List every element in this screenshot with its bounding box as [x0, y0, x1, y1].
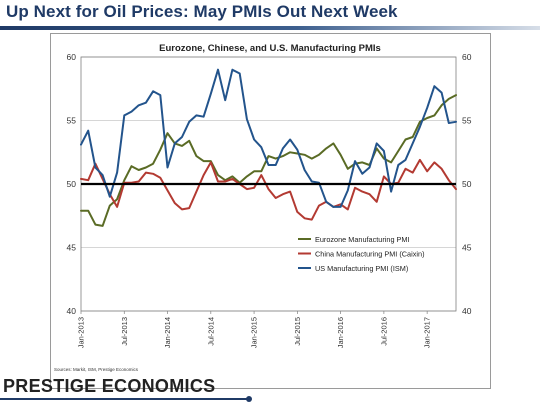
x-tick-label: Jul-2013 — [120, 317, 129, 346]
y2-tick-label: 60 — [462, 52, 472, 62]
legend-label: Eurozone Manufacturing PMI — [315, 235, 410, 244]
y2-tick-label: 55 — [462, 116, 472, 126]
y2-tick-label: 50 — [462, 179, 472, 189]
legend-label: US Manufacturing PMI (ISM) — [315, 264, 408, 273]
x-tick-label: Jan-2013 — [77, 317, 86, 348]
series-line — [80, 68, 457, 208]
pmi-chart-svg: Eurozone, Chinese, and U.S. Manufacturin… — [50, 33, 491, 389]
x-tick-label: Jan-2015 — [250, 317, 259, 348]
series-line — [80, 94, 457, 227]
x-tick-label: Jul-2014 — [206, 317, 215, 346]
brand-logo: PRESTIGE ECONOMICS — [3, 376, 216, 396]
legend-label: China Manufacturing PMI (Caixin) — [315, 250, 425, 259]
brand-underline — [0, 398, 250, 400]
y-tick-label: 45 — [67, 243, 77, 253]
pmi-chart: Eurozone, Chinese, and U.S. Manufacturin… — [50, 33, 491, 389]
x-tick-label: Jan-2017 — [423, 317, 432, 348]
y2-tick-label: 45 — [462, 243, 472, 253]
title-divider — [0, 26, 540, 30]
legend: Eurozone Manufacturing PMI China Manufact… — [298, 235, 425, 273]
x-tick-label: Jan-2016 — [336, 317, 345, 348]
y-tick-label: 60 — [67, 52, 77, 62]
axes: 40 40 45 45 50 50 55 55 60 60 Jan-2013 Jul-2013 Jan-… — [67, 52, 472, 348]
series-lines — [80, 68, 457, 227]
slide-title: Up Next for Oil Prices: May PMIs Out Nex… — [6, 2, 398, 21]
brand-dot — [246, 396, 252, 402]
y-tick-label: 40 — [67, 306, 77, 316]
sources-note: Sources: Markit, ISM, Prestige Economics — [54, 367, 139, 372]
y-tick-label: 55 — [67, 116, 77, 126]
y-tick-label: 50 — [67, 179, 77, 189]
y2-tick-label: 40 — [462, 306, 472, 316]
x-tick-label: Jul-2015 — [293, 317, 302, 346]
x-tick-label: Jul-2016 — [379, 317, 388, 346]
chart-title: Eurozone, Chinese, and U.S. Manufacturin… — [159, 43, 381, 54]
chart-border — [50, 33, 491, 389]
x-tick-label: Jan-2014 — [163, 317, 172, 348]
